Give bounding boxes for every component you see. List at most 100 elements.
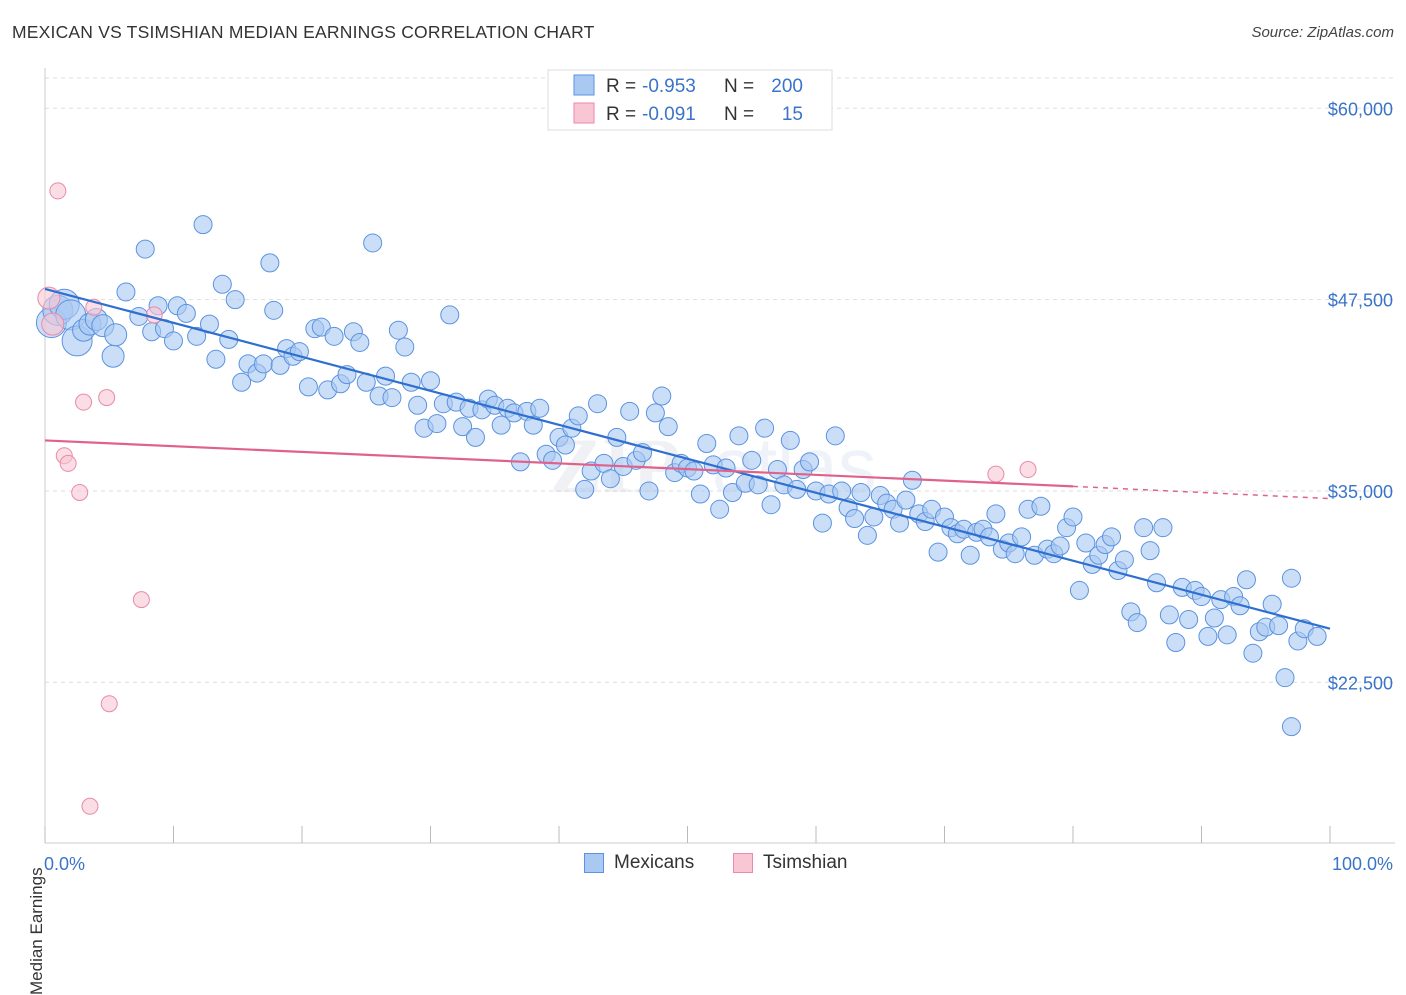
mexicans-point bbox=[453, 417, 473, 437]
mexicans-point bbox=[761, 495, 781, 515]
x-tick-label-1: 100.0% bbox=[1332, 854, 1393, 874]
mexicans-point bbox=[104, 323, 128, 347]
mexicans-point bbox=[928, 542, 948, 562]
tsimshian-point bbox=[100, 695, 118, 713]
legend-box: R = -0.953 N = 200 R = -0.091 N = 15 bbox=[547, 69, 833, 131]
mexicans-point bbox=[1166, 632, 1186, 652]
mexicans-point bbox=[722, 482, 742, 502]
tsimshian-point bbox=[49, 182, 67, 200]
mexicans-point bbox=[135, 239, 155, 259]
mexicans-point bbox=[401, 372, 421, 392]
mexicans-point bbox=[748, 475, 768, 495]
mexicans-point bbox=[311, 317, 331, 337]
source-label: Source: ZipAtlas.com bbox=[1251, 24, 1394, 41]
mexicans-point bbox=[193, 215, 213, 235]
mexicans-point bbox=[395, 337, 415, 357]
mexicans-point bbox=[896, 490, 916, 510]
mexicans-point bbox=[298, 377, 318, 397]
mexicans-point bbox=[755, 418, 775, 438]
mexicans-point bbox=[408, 395, 428, 415]
tsimshian-point bbox=[71, 483, 89, 501]
mexicans-point bbox=[1127, 613, 1147, 633]
legend-r-value-0: -0.953 bbox=[642, 76, 696, 97]
mexicans-point bbox=[176, 303, 196, 323]
mexicans-point bbox=[543, 450, 563, 470]
mexicans-point bbox=[1031, 496, 1051, 516]
mexicans-point bbox=[800, 452, 820, 472]
mexicans-point bbox=[1069, 580, 1089, 600]
mexicans-point bbox=[710, 499, 730, 519]
legend-label-mexicans: Mexicans bbox=[614, 852, 695, 873]
mexicans-point bbox=[116, 282, 136, 302]
tsimshian-point bbox=[37, 286, 61, 310]
mexicans-point bbox=[1236, 570, 1256, 590]
tsimshian-point bbox=[75, 393, 93, 411]
mexicans-point bbox=[101, 344, 125, 368]
mexicans-point bbox=[1307, 626, 1327, 646]
mexicans-point bbox=[600, 469, 620, 489]
mexicans-point bbox=[206, 349, 226, 369]
mexicans-point bbox=[164, 331, 183, 351]
mexicans-point bbox=[639, 481, 659, 501]
mexicans-point bbox=[1159, 605, 1179, 625]
legend-r-label-1: R = bbox=[606, 104, 636, 125]
mexicans-point bbox=[851, 482, 871, 502]
mexicans-point bbox=[620, 401, 640, 421]
mexicans-points bbox=[35, 215, 1327, 737]
mexicans-point bbox=[812, 513, 832, 533]
mexicans-point bbox=[1204, 608, 1224, 628]
mexicans-point bbox=[270, 355, 290, 375]
mexicans-point bbox=[465, 427, 485, 447]
mexicans-point bbox=[1134, 518, 1154, 538]
mexicans-point bbox=[264, 300, 284, 320]
mexicans-point bbox=[658, 417, 678, 437]
legend-item-mexicans[interactable]: Mexicans bbox=[584, 852, 694, 874]
mexicans-point bbox=[742, 450, 762, 470]
mexicans-point bbox=[1153, 518, 1173, 538]
chart-title: MEXICAN VS TSIMSHIAN MEDIAN EARNINGS COR… bbox=[12, 22, 595, 42]
tsimshian-point bbox=[987, 465, 1005, 483]
mexicans-point bbox=[1076, 533, 1096, 553]
mexicans-point bbox=[1114, 550, 1134, 570]
mexicans-point bbox=[363, 233, 383, 253]
mexicans-point bbox=[697, 433, 717, 453]
mexicans-point bbox=[645, 403, 665, 423]
legend-n-label-0: N = bbox=[724, 76, 754, 97]
legend-n-value-1: 15 bbox=[782, 104, 803, 125]
y-tick-label-0: $22,500 bbox=[1328, 673, 1393, 693]
legend-label-tsimshian: Tsimshian bbox=[763, 852, 848, 873]
tsimshian-point bbox=[59, 454, 77, 472]
mexicans-point bbox=[825, 426, 845, 446]
mexicans-point bbox=[421, 371, 440, 391]
mexicans-point bbox=[1217, 625, 1237, 645]
tsimshian-point bbox=[41, 312, 65, 336]
mexicans-point bbox=[568, 406, 588, 426]
mexicans-point bbox=[1243, 643, 1263, 663]
mexicans-point bbox=[960, 545, 980, 565]
mexicans-point bbox=[1269, 616, 1289, 636]
mexicans-point bbox=[1281, 717, 1301, 737]
mexicans-point bbox=[350, 332, 370, 352]
mexicans-point bbox=[382, 388, 402, 408]
bottom-legend: Mexicans Tsimshian bbox=[0, 852, 1406, 876]
mexicans-point bbox=[225, 290, 245, 310]
legend-item-tsimshian[interactable]: Tsimshian bbox=[733, 852, 847, 874]
mexicans-point bbox=[523, 415, 543, 435]
mexicans-point bbox=[232, 372, 252, 392]
mexicans-point bbox=[1262, 594, 1282, 614]
mexicans-point bbox=[555, 435, 575, 455]
legend-r-label-0: R = bbox=[606, 76, 636, 97]
mexicans-point bbox=[1198, 626, 1218, 646]
mexicans-point bbox=[324, 326, 344, 346]
legend-n-label-1: N = bbox=[724, 104, 754, 125]
tsimshian-point bbox=[98, 389, 116, 407]
mexicans-point bbox=[427, 414, 447, 434]
mexicans-swatch bbox=[584, 853, 604, 873]
y-tick-label-3: $60,000 bbox=[1328, 99, 1393, 119]
tsimshian-point bbox=[145, 306, 163, 324]
tsimshian-point bbox=[1019, 461, 1037, 479]
mexicans-point bbox=[530, 398, 550, 418]
mexicans-point bbox=[857, 525, 877, 545]
tsimshian-swatch bbox=[733, 853, 753, 873]
legend-swatch-0 bbox=[573, 74, 595, 96]
